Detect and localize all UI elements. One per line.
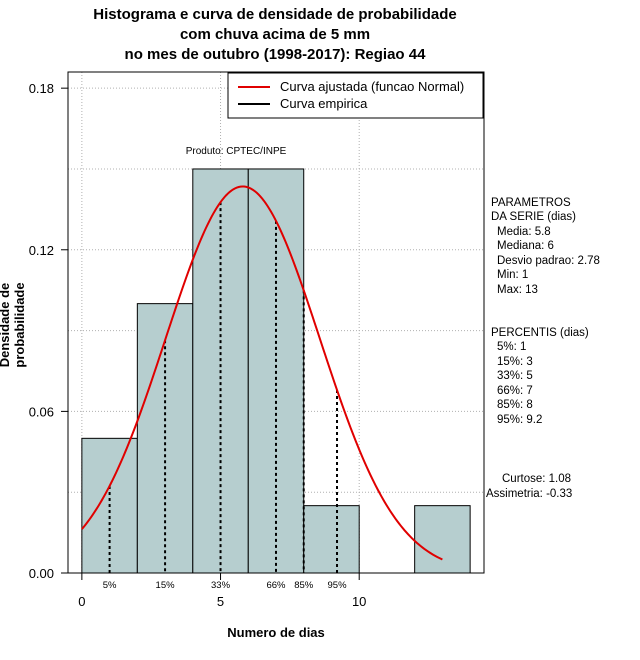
param-desvio: Desvio padrao: 2.78	[497, 255, 600, 267]
y-tick-label: 0.00	[29, 566, 54, 581]
chart-title-line-1: Histograma e curva de densidade de proba…	[93, 6, 457, 23]
percentil-item: 5%: 1	[497, 341, 527, 353]
percentile-label: 85%	[294, 580, 314, 591]
legend-fitted-label: Curva ajustada (funcao Normal)	[280, 79, 464, 94]
x-tick-label: 10	[352, 594, 366, 609]
params-header-1: PARAMETROS	[491, 197, 571, 209]
percentile-label: 33%	[211, 580, 231, 591]
percentile-label: 5%	[103, 580, 117, 591]
curtose: Curtose: 1.08	[502, 473, 572, 485]
legend-box	[227, 72, 484, 119]
percentile-label: 95%	[328, 580, 348, 591]
params-header-2: DA SERIE (dias)	[491, 211, 576, 223]
fitted-normal-curve	[81, 185, 443, 561]
chart-title-line-2: com chuva acima de 5 mm	[179, 26, 371, 43]
chart-title-line-3: no mes de outubro (1998-2017): Regiao 44	[124, 46, 426, 63]
legend: Curva ajustada (funcao Normal) Curva emp…	[227, 72, 484, 119]
param-mediana: Mediana: 6	[497, 240, 554, 252]
axes: 0 5 10 0.00 0.06 0.12 0.18	[29, 81, 367, 609]
percentil-item: 33%: 5	[497, 370, 533, 382]
param-max: Max: 13	[497, 284, 538, 296]
histogram-bar	[303, 505, 360, 574]
plot-frame	[67, 71, 485, 574]
x-tick-label: 5	[217, 594, 224, 609]
percentile-marks: 5% 15% 33% 66% 85% 95%	[103, 202, 347, 591]
x-tick-label: 0	[78, 594, 85, 609]
percentil-item: 66%: 7	[497, 385, 533, 397]
y-tick-label: 0.12	[29, 243, 54, 258]
percentile-label: 66%	[266, 580, 286, 591]
param-min: Min: 1	[497, 269, 529, 281]
legend-empirical-label: Curva empirica	[280, 96, 368, 111]
percentile-label: 15%	[156, 580, 176, 591]
histogram-bar	[414, 505, 471, 574]
y-tick-label: 0.06	[29, 404, 54, 419]
percentis-header: PERCENTIS (dias)	[491, 327, 589, 339]
param-media: Media: 5.8	[497, 226, 551, 238]
x-axis-label: Numero de dias	[227, 625, 325, 640]
percentil-item: 95%: 9.2	[497, 414, 543, 426]
y-tick-label: 0.18	[29, 81, 54, 96]
product-label: Produto: CPTEC/INPE	[186, 146, 287, 157]
percentil-item: 15%: 3	[497, 356, 533, 368]
percentil-item: 85%: 8	[497, 399, 533, 411]
assimetria: Assimetria: -0.33	[486, 488, 573, 500]
